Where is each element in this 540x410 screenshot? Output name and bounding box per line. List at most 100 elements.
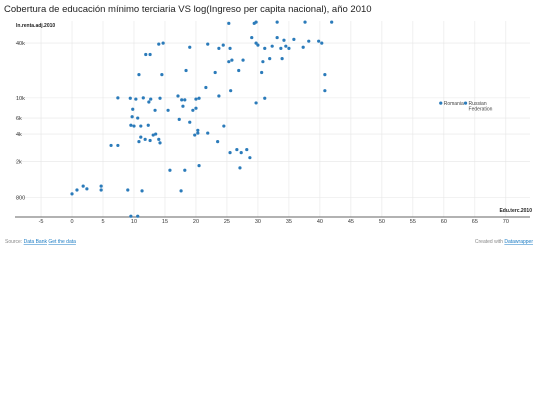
point (188, 120, 192, 124)
point (116, 143, 120, 148)
point (176, 94, 180, 98)
point (137, 73, 141, 77)
point (292, 37, 296, 41)
point (158, 141, 162, 145)
point (241, 58, 245, 62)
point (197, 96, 201, 100)
y-tick-label: 2k (16, 159, 22, 165)
point (320, 41, 324, 45)
point (148, 138, 152, 143)
point (245, 147, 249, 152)
point (136, 214, 140, 218)
point (109, 143, 113, 148)
point (128, 96, 132, 100)
point (177, 117, 181, 121)
point (194, 106, 198, 110)
point (282, 38, 286, 42)
y-tick-label: 10k (16, 96, 25, 102)
point (85, 187, 89, 191)
point (206, 42, 210, 46)
point (204, 85, 208, 90)
y-tick-label: 6k (16, 116, 22, 122)
point-label: Russian Federation (469, 101, 493, 113)
grid: -5 0 5 10 15 20 25 30 35 40 45 50 55 60 65 70 800 2k 4k 6k 1… (15, 21, 530, 225)
point (217, 46, 221, 50)
point (129, 214, 133, 218)
source-prefix: Source: (5, 239, 22, 245)
point (131, 107, 135, 111)
x-tick-label: 45 (348, 219, 354, 225)
point (180, 98, 184, 102)
point (158, 96, 162, 100)
point (248, 156, 252, 160)
point-label-line: Federation (469, 107, 493, 113)
point (284, 44, 288, 48)
point (166, 108, 170, 112)
point (238, 166, 242, 170)
point (181, 104, 185, 108)
point (230, 58, 234, 62)
x-tick-label: 10 (131, 219, 137, 225)
point (99, 184, 103, 188)
point (250, 35, 254, 40)
point (184, 68, 188, 73)
point (275, 20, 279, 24)
get-data-link[interactable]: Get the data (48, 239, 76, 245)
point (75, 188, 79, 192)
point (139, 135, 143, 139)
point (235, 147, 239, 152)
x-tick-label: 40 (317, 219, 323, 225)
point (148, 52, 152, 57)
point (213, 70, 217, 75)
point (307, 39, 311, 43)
point (168, 168, 172, 172)
point (239, 151, 243, 155)
y-tick-label: 4k (16, 132, 22, 138)
point (196, 131, 200, 135)
x-tick-label: 65 (472, 219, 478, 225)
point (196, 128, 200, 132)
point (134, 97, 138, 101)
point (188, 45, 192, 49)
point (287, 46, 291, 50)
point (317, 39, 321, 43)
point (157, 137, 161, 141)
point (146, 123, 150, 127)
point (206, 131, 210, 135)
point (139, 124, 143, 128)
point (151, 133, 155, 137)
point (268, 57, 272, 61)
credit-link[interactable]: Datawrapper (504, 239, 533, 245)
point (263, 46, 267, 50)
point (280, 57, 284, 61)
point (194, 97, 198, 101)
x-tick-label: 55 (410, 219, 416, 225)
x-tick-label: 15 (162, 219, 168, 225)
point (129, 123, 133, 127)
point (136, 116, 140, 120)
marks: Romania Russian Federation (70, 20, 493, 218)
point (147, 100, 151, 104)
point (256, 43, 260, 47)
point (191, 108, 195, 112)
point (254, 101, 258, 105)
x-tick-label: 35 (286, 219, 292, 225)
point (237, 68, 241, 73)
point (263, 96, 267, 100)
point (99, 188, 103, 192)
point (217, 94, 221, 98)
x-axis-label: Edu.terc.2010 (499, 208, 532, 214)
source-link[interactable]: Data Bank (24, 239, 48, 245)
point (260, 70, 264, 75)
point (222, 124, 226, 128)
x-tick-label: 0 (70, 219, 73, 225)
x-tick-label: 20 (193, 219, 199, 225)
point (126, 188, 130, 192)
point (137, 140, 141, 144)
point (154, 132, 158, 136)
x-tick-label: 30 (255, 219, 261, 225)
point (303, 20, 307, 24)
point (323, 89, 327, 93)
point (183, 168, 187, 172)
